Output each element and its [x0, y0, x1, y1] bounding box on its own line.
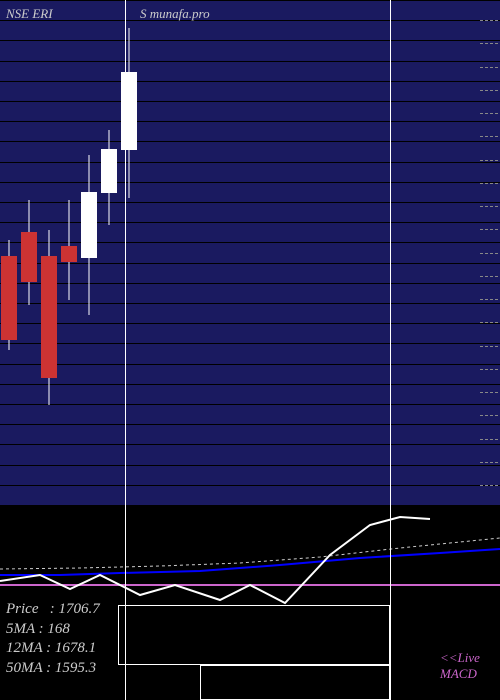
price-panel: NSE ERI S munafa.pro — [0, 0, 500, 505]
chart-container: NSE ERI S munafa.pro Price : 1706.7 5MA … — [0, 0, 500, 700]
ma12-value: 1678.1 — [55, 640, 96, 656]
ma5-row: 5MA : 168 — [6, 620, 100, 640]
ma50-label: 50MA — [6, 660, 42, 676]
watermark: S munafa.pro — [140, 6, 210, 22]
ma12-row: 12MA : 1678.1 — [6, 639, 100, 659]
macd-text: MACD — [440, 666, 480, 682]
ma50-row: 50MA : 1595.3 — [6, 659, 100, 679]
ma50-value: 1595.3 — [55, 660, 96, 676]
price-row: Price : 1706.7 — [6, 600, 100, 620]
price-label: Price — [6, 601, 38, 617]
ma12-label: 12MA — [6, 640, 42, 656]
ma5-label: 5MA — [6, 621, 35, 637]
price-value: 1706.7 — [58, 601, 99, 617]
exchange-symbol: NSE ERI — [6, 6, 53, 22]
ma5-value: 168 — [47, 621, 70, 637]
live-label: <<Live — [440, 650, 480, 666]
macd-label: <<Live MACD — [440, 650, 480, 682]
info-box: Price : 1706.7 5MA : 168 12MA : 1678.1 5… — [6, 600, 100, 678]
